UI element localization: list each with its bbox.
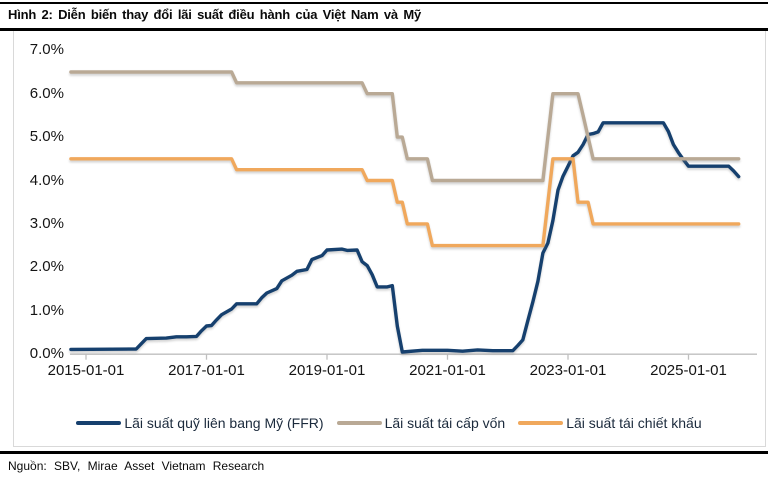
x-axis-tick-label: 2019-01-01 [288,362,366,379]
y-axis-tick-label: 5.0% [29,128,64,146]
legend-item-refinance: Lãi suất tái cấp vốn [336,415,506,431]
x-axis-tick-label: 2021-01-01 [409,362,486,379]
legend-swatch [336,421,382,425]
header-bottom-rule [0,28,768,31]
legend-swatch [76,421,122,425]
source-note: Nguồn: SBV, Mirae Asset Vietnam Research [8,459,265,473]
y-axis-tick-label: 3.0% [29,214,64,232]
chart-legend: Lãi suất quỹ liên bang Mỹ (FFR) Lãi suất … [13,412,765,434]
figure-title: Hình 2: Diễn biến thay đổi lãi suất điều… [8,7,421,22]
header-top-rule [0,2,768,4]
x-axis-tick-label: 2025-01-01 [650,362,727,379]
x-axis-tick-label: 2023-01-01 [529,362,607,379]
chart-frame [13,31,766,447]
y-axis-tick-label: 7.0% [29,41,64,59]
legend-label: Lãi suất quỹ liên bang Mỹ (FFR) [124,415,324,431]
legend-item-discount: Lãi suất tái chiết khấu [518,415,702,431]
x-axis-tick-label: 2015-01-01 [47,362,125,379]
y-axis-tick-label: 1.0% [29,301,64,319]
y-axis-tick-label: 6.0% [29,84,64,102]
series-line-refinance [69,70,741,183]
legend-label: Lãi suất tái cấp vốn [384,415,506,431]
legend-label: Lãi suất tái chiết khấu [566,415,702,431]
legend-item-ffr: Lãi suất quỹ liên bang Mỹ (FFR) [76,415,324,431]
y-axis-tick-label: 2.0% [29,258,64,276]
legend-swatch [518,421,564,425]
x-axis-tick-label: 2017-01-01 [168,362,245,379]
footer-top-rule [0,451,768,454]
y-axis-tick-label: 0.0% [29,345,64,363]
y-axis-tick-label: 4.0% [29,171,64,189]
series-line-ffr [69,121,741,354]
series-line-discount [69,157,741,248]
